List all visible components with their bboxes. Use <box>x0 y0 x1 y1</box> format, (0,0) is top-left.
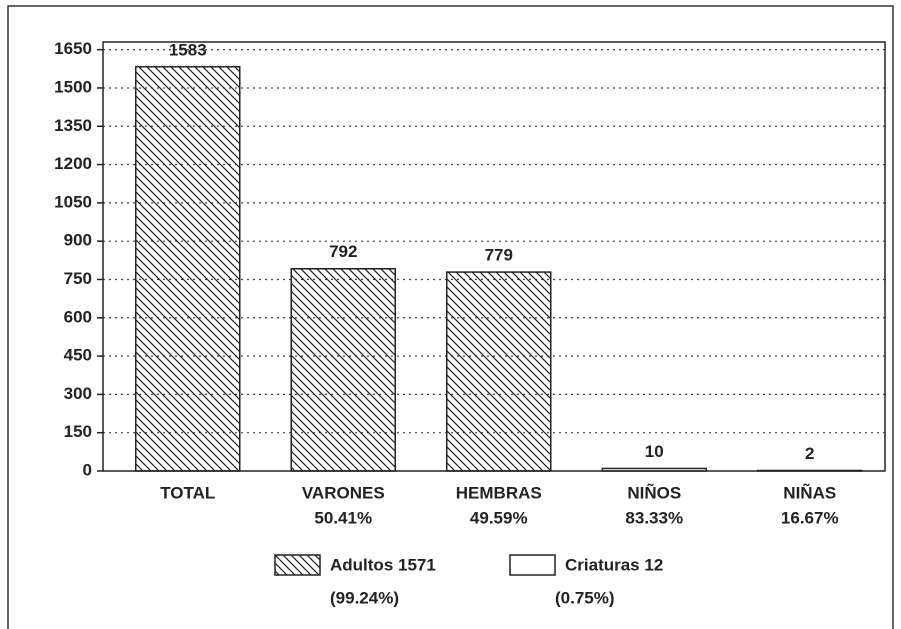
bar <box>757 469 863 472</box>
x-tick-label: VARONES <box>302 483 385 502</box>
legend-note: (0.75%) <box>555 588 615 607</box>
x-tick-label: HEMBRAS <box>456 483 542 502</box>
x-tick-note: 50.41% <box>314 508 372 527</box>
y-tick-label: 1050 <box>54 192 92 211</box>
y-tick-label: 1350 <box>54 116 92 135</box>
y-tick-label: 1650 <box>54 39 92 58</box>
y-tick-label: 300 <box>64 384 92 403</box>
frame <box>7 5 894 629</box>
legend-label: Adultos 1571 <box>330 555 436 574</box>
value-label: 1583 <box>169 40 207 59</box>
y-tick-label: 750 <box>64 269 92 288</box>
x-tick-note: 83.33% <box>625 508 683 527</box>
bar <box>135 66 241 472</box>
y-tick-label: 600 <box>64 307 92 326</box>
x-tick-note: 16.67% <box>781 508 839 527</box>
y-tick-label: 900 <box>64 231 92 250</box>
y-tick-label: 1500 <box>54 77 92 96</box>
legend-label: Criaturas 12 <box>565 555 663 574</box>
legend-swatch <box>274 554 321 576</box>
legend-swatch <box>509 554 556 576</box>
y-tick-label: 450 <box>64 346 92 365</box>
bar <box>446 271 552 472</box>
x-tick-label: NIÑAS <box>783 482 836 502</box>
value-label: 779 <box>485 246 513 265</box>
y-tick-label: 0 <box>83 460 92 479</box>
value-label: 792 <box>329 242 357 261</box>
y-tick-label: 1200 <box>54 154 92 173</box>
bar <box>601 467 707 472</box>
bar <box>290 268 396 472</box>
value-label: 10 <box>645 442 664 461</box>
x-tick-note: 49.59% <box>470 508 528 527</box>
y-tick-label: 150 <box>64 422 92 441</box>
legend-note: (99.24%) <box>330 588 399 607</box>
x-tick-label: NIÑOS <box>627 482 681 502</box>
x-tick-label: TOTAL <box>160 483 215 502</box>
value-label: 2 <box>805 444 814 463</box>
